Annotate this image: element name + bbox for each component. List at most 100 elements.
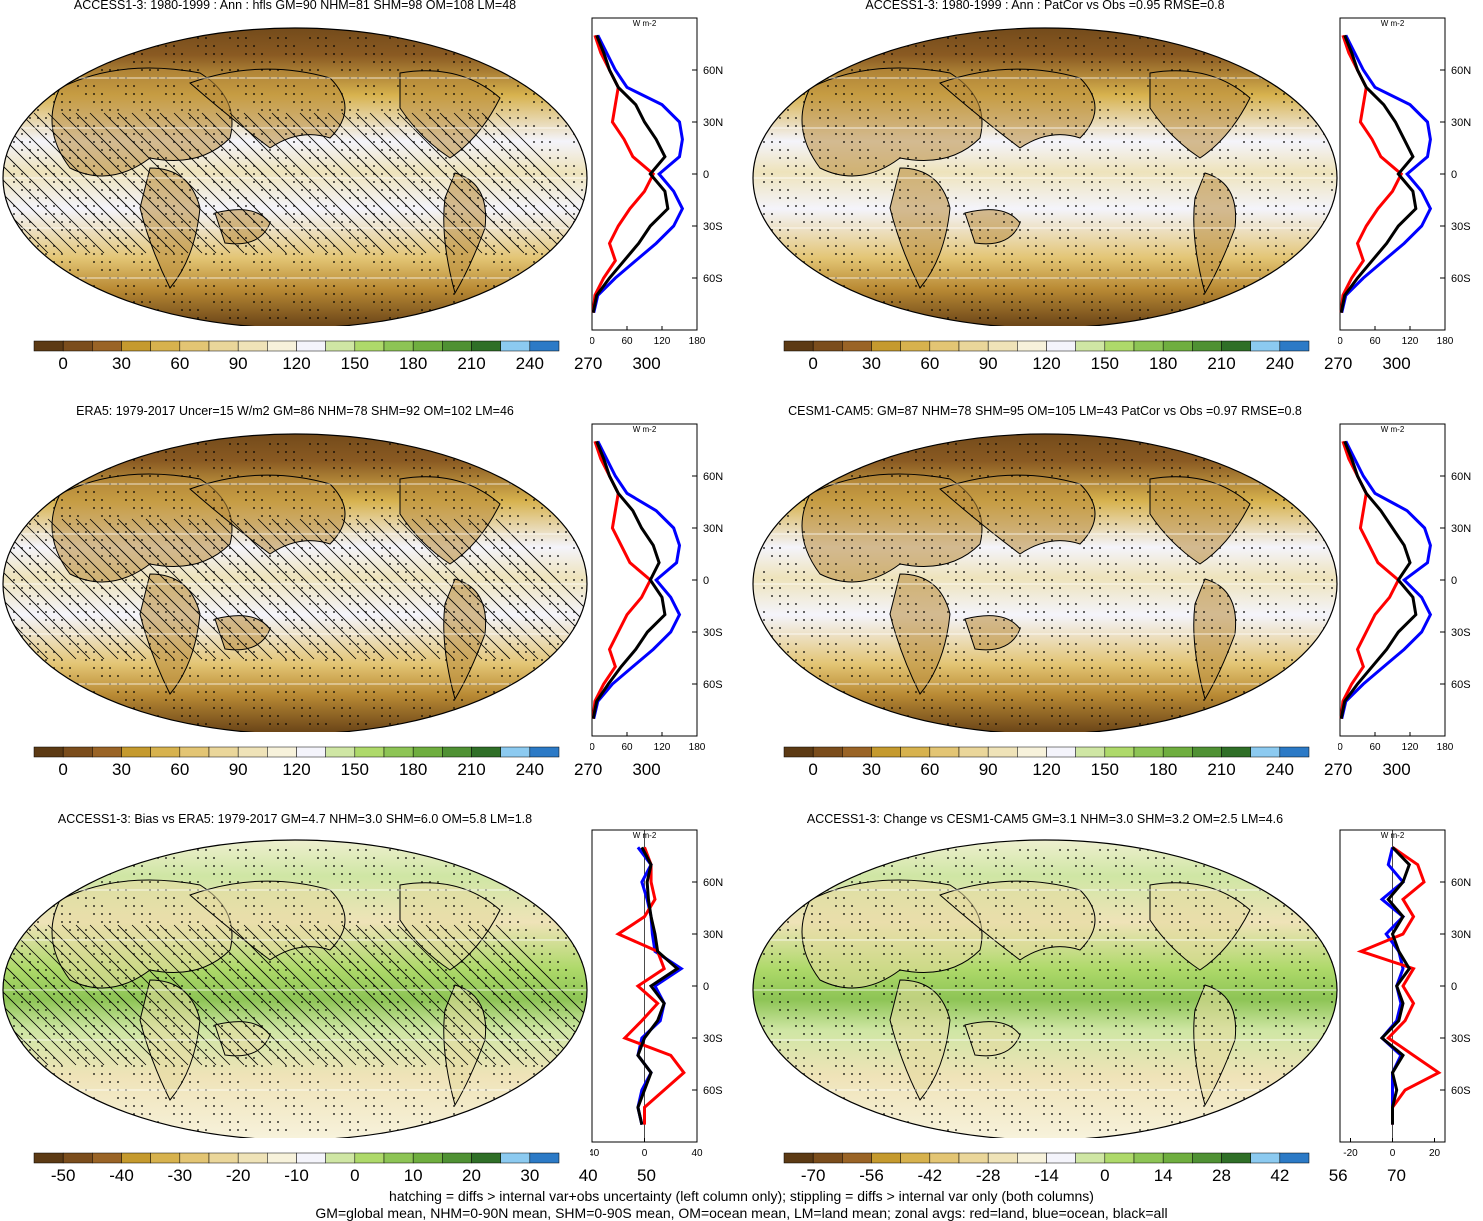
colorbar-segment <box>871 746 901 758</box>
colorbar-segment <box>62 746 93 758</box>
colorbar-segment <box>208 1152 239 1164</box>
colorbar-segment <box>529 340 560 352</box>
colorbar-segment <box>442 746 472 758</box>
world-map <box>2 839 588 1138</box>
colorbar-tick-label: -50 <box>50 1166 76 1185</box>
colorbar-segment <box>1192 1152 1222 1164</box>
zonal-lat-tick: 60N <box>1451 877 1471 889</box>
colorbar-segment <box>62 1152 93 1164</box>
zonal-x-tick: 120 <box>1402 742 1419 753</box>
zonal-lat-tick: 0 <box>703 575 709 587</box>
footer-line-1: hatching = diffs > internal var+obs unce… <box>389 1188 1094 1204</box>
zonal-x-tick: 0 <box>590 742 595 753</box>
colorbar-segment <box>1075 746 1106 758</box>
zonal-x-tick: -20 <box>1343 1148 1358 1159</box>
colorbar-tick-label: 240 <box>1265 354 1295 373</box>
colorbar-segment <box>1279 340 1310 352</box>
colorbar-segment <box>1279 746 1310 758</box>
colorbar-segment <box>900 746 931 758</box>
colorbar-tick-label: 300 <box>1382 354 1411 373</box>
colorbar-segment <box>471 746 501 758</box>
colorbar-segment <box>1046 1152 1076 1164</box>
colorbar-segment <box>471 340 501 352</box>
colorbar-tick-label: 60 <box>170 354 190 373</box>
colorbar-tick-label: 120 <box>282 354 311 373</box>
colorbar-segment <box>958 1152 989 1164</box>
colorbar-segment <box>92 746 122 758</box>
colorbar-segment <box>179 340 210 352</box>
colorbar-segment <box>871 340 901 352</box>
colorbar-segment <box>354 340 385 352</box>
zonal-lat-tick: 30N <box>703 523 723 535</box>
colorbar-segment <box>529 1152 560 1164</box>
colorbar-segment <box>500 1152 531 1164</box>
colorbar-segment <box>929 340 960 352</box>
colorbar-segment <box>1221 1152 1251 1164</box>
zonal-lat-tick: 60N <box>703 65 723 77</box>
zonal-lat-tick: 60S <box>1451 1085 1471 1097</box>
zonal-x-tick: 120 <box>654 742 671 753</box>
colorbar-segment <box>987 1152 1018 1164</box>
colorbar-tick-label: 300 <box>632 354 661 373</box>
colorbar-segment <box>179 1152 210 1164</box>
colorbar-segment <box>92 340 122 352</box>
colorbar-segment <box>1221 340 1251 352</box>
zonal-mean-plot: W m-2 60N 30N 0 30S 60S 0 60 120 180 <box>1338 423 1471 753</box>
colorbar-segment <box>987 340 1018 352</box>
zonal-lat-tick: 30S <box>703 627 723 639</box>
zonal-x-tick: 60 <box>621 742 633 753</box>
zonal-line-ocean <box>592 440 682 720</box>
colorbar-segment <box>929 746 960 758</box>
colorbar-segment <box>1192 340 1222 352</box>
colorbar-segment <box>267 746 297 758</box>
colorbar-segment <box>471 1152 501 1164</box>
zonal-lat-tick: 60S <box>1451 273 1471 285</box>
zonal-lat-tick: 30S <box>703 221 723 233</box>
colorbar <box>783 340 1310 352</box>
colorbar-tick-label: 150 <box>1090 760 1120 779</box>
colorbar-tick-label: 210 <box>457 760 486 779</box>
colorbar-tick-label: 60 <box>170 760 190 779</box>
zonal-x-tick: 180 <box>689 336 706 347</box>
world-map <box>752 27 1338 326</box>
panel-title: ERA5: 1979-2017 Uncer=15 W/m2 GM=86 NHM=… <box>76 404 514 418</box>
colorbar-segment <box>296 340 326 352</box>
colorbar-tick-label: 270 <box>1323 760 1353 779</box>
zonal-lat-tick: 0 <box>1451 575 1457 587</box>
colorbar-tick-label: 14 <box>1153 1166 1173 1185</box>
footer-line-2: GM=global mean, NHM=0-90N mean, SHM=0-90… <box>315 1205 1168 1221</box>
zonal-x-tick: 180 <box>1437 336 1454 347</box>
world-map <box>2 27 588 326</box>
colorbar-segment <box>1133 1152 1164 1164</box>
zonal-line-land <box>615 846 686 1125</box>
colorbar-tick-label: 270 <box>573 760 603 779</box>
zonal-line-ocean <box>1340 34 1433 314</box>
zonal-line-all <box>591 440 667 719</box>
colorbar-segment <box>1279 1152 1310 1164</box>
colorbar-tick-label: 50 <box>637 1166 656 1185</box>
colorbar-segment <box>842 340 872 352</box>
colorbar-segment <box>900 340 931 352</box>
colorbar-segment <box>237 1152 268 1164</box>
zonal-lat-tick: 0 <box>703 169 709 181</box>
colorbar-tick-label: 300 <box>1382 760 1411 779</box>
colorbar-tick-label: -56 <box>859 1166 884 1185</box>
colorbar-tick-label: 240 <box>1265 760 1295 779</box>
zonal-line-ocean <box>1340 440 1433 720</box>
zonal-x-tick: 0 <box>1390 1148 1396 1159</box>
colorbar-tick-label: 10 <box>403 1166 423 1185</box>
colorbar-segment <box>296 746 326 758</box>
colorbar-tick-label: 30 <box>862 354 881 373</box>
colorbar-segment <box>1075 1152 1106 1164</box>
colorbar-tick-label: -10 <box>284 1166 309 1185</box>
colorbar-segment <box>442 340 472 352</box>
colorbar-segment <box>958 746 989 758</box>
colorbar-tick-label: 210 <box>1207 354 1236 373</box>
colorbar-segment <box>296 1152 326 1164</box>
zonal-x-tick: 180 <box>1437 742 1454 753</box>
colorbar-segment <box>121 746 151 758</box>
colorbar-segment <box>842 746 872 758</box>
colorbar-segment <box>1017 746 1047 758</box>
